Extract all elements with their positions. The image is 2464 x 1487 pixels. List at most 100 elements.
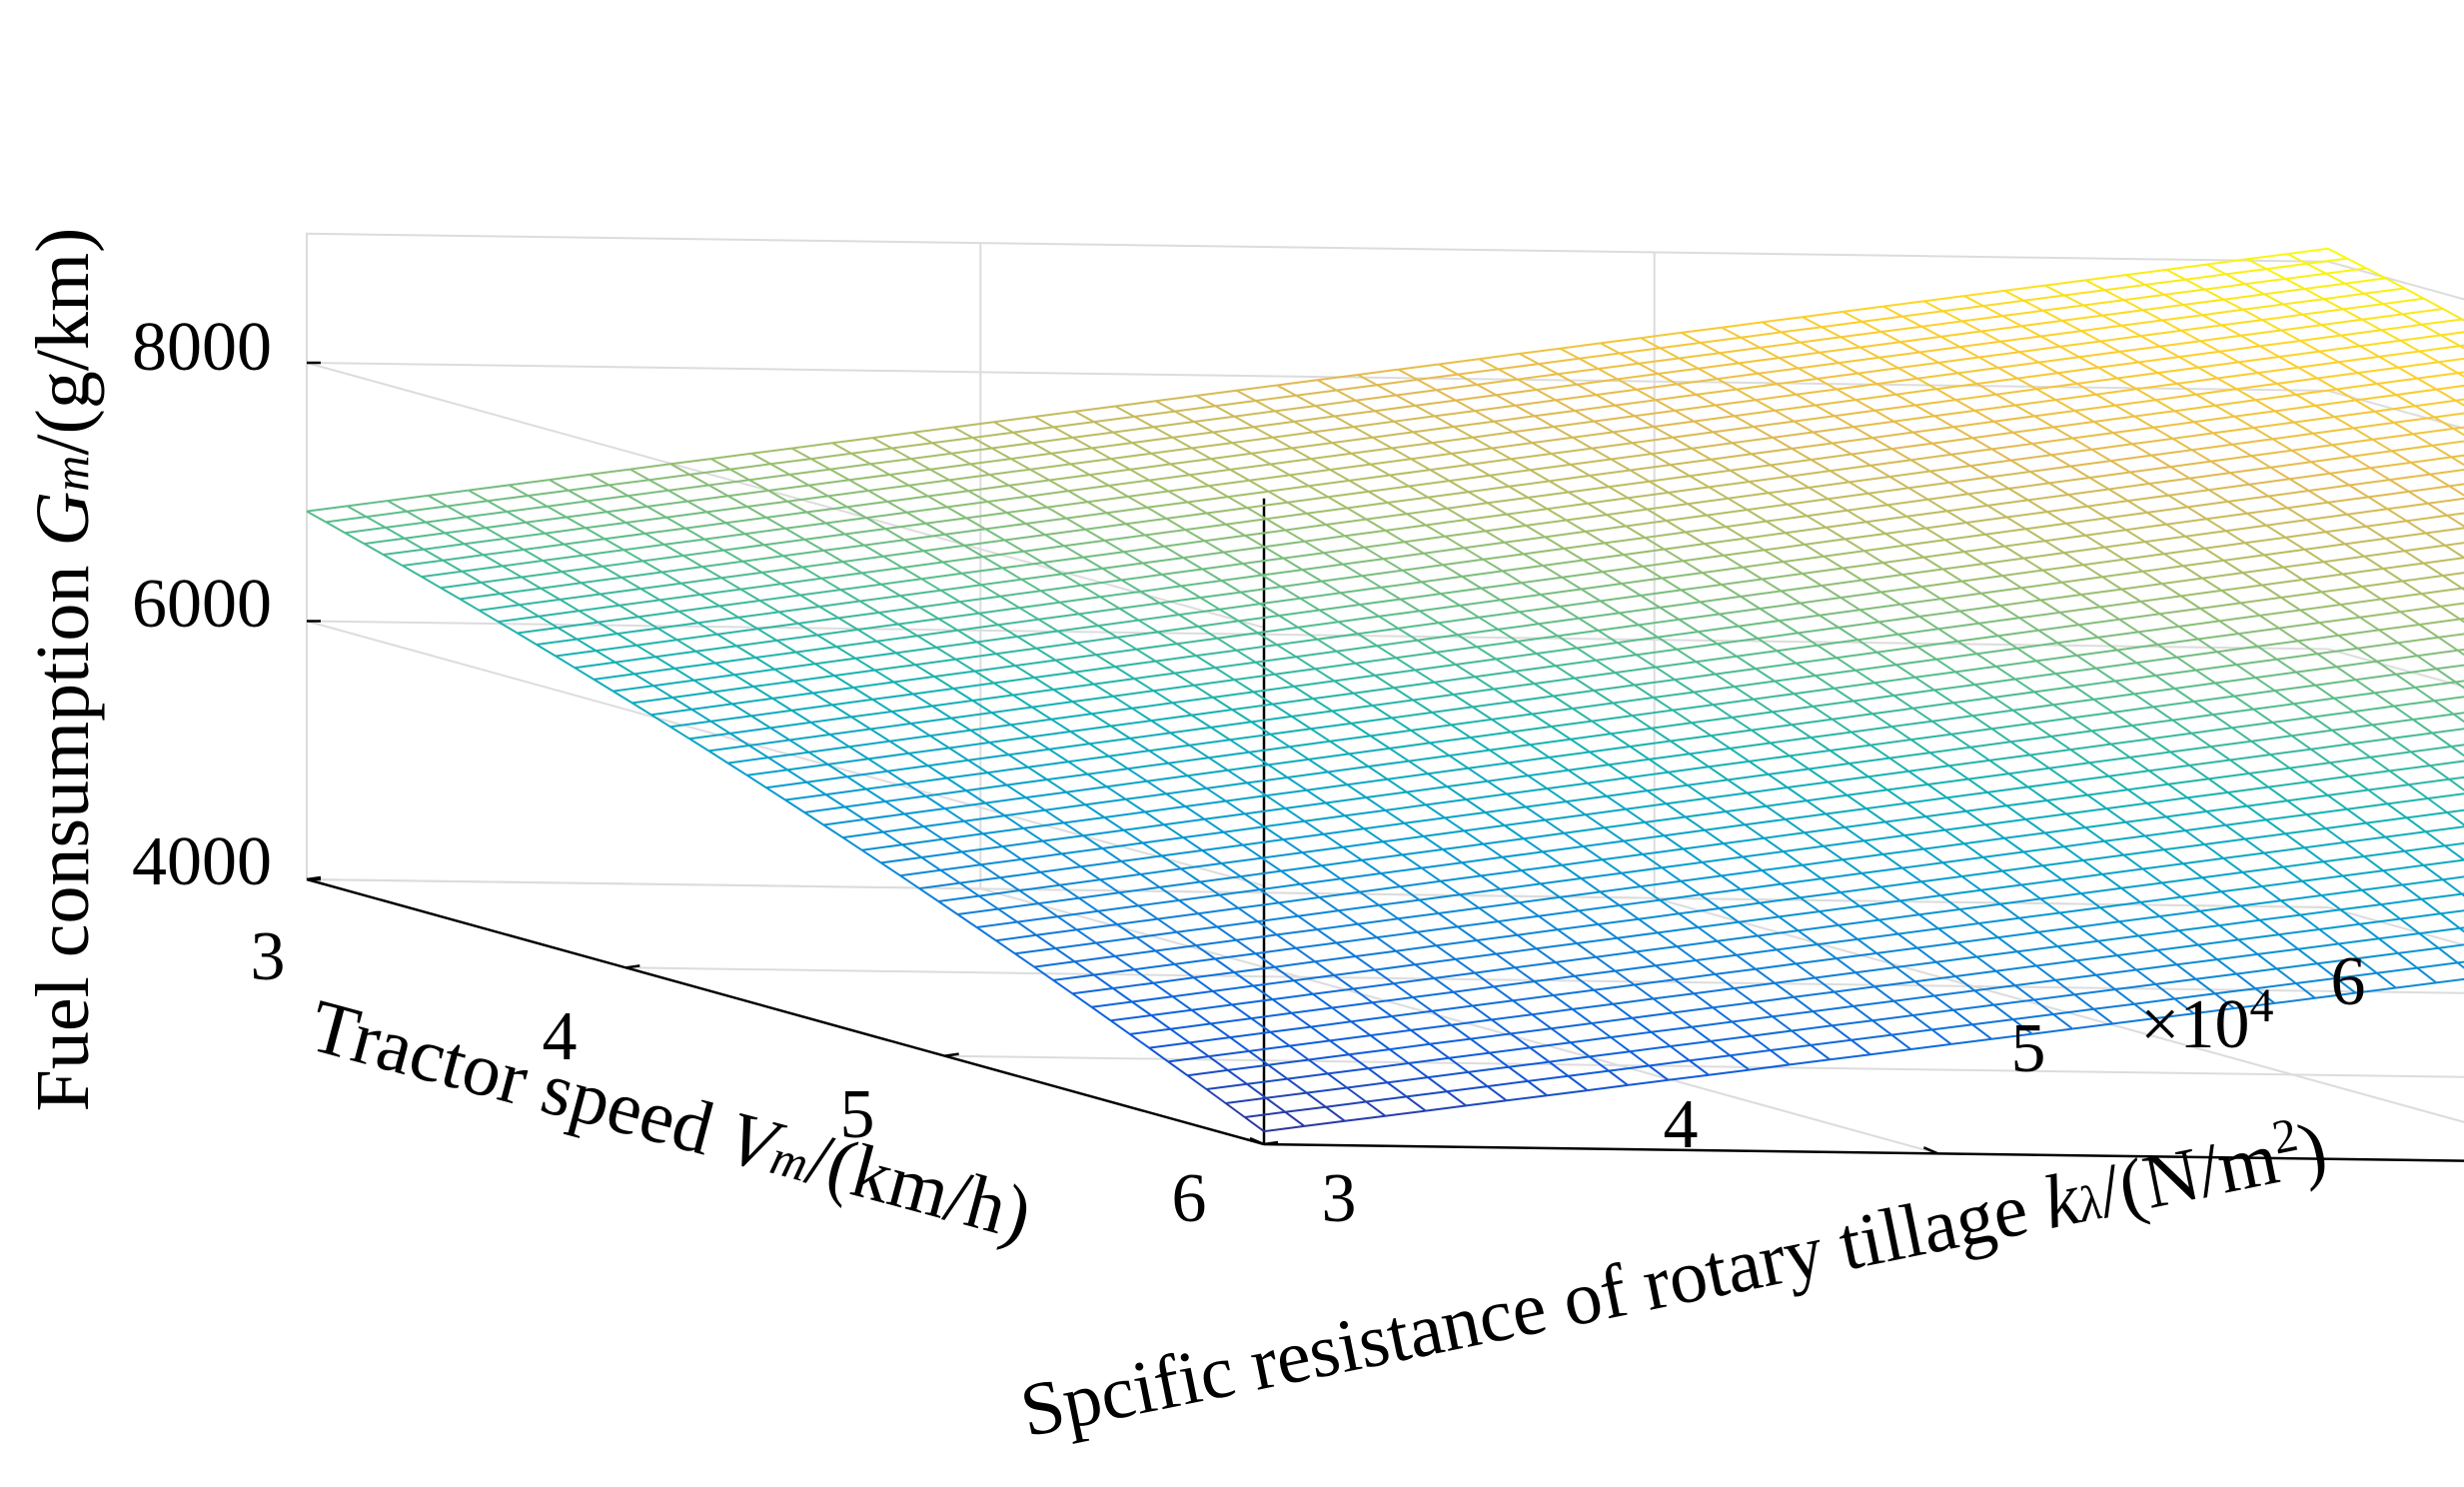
- mesh-line: [1393, 982, 1414, 998]
- mesh-line: [2299, 609, 2320, 624]
- mesh-line: [593, 679, 615, 693]
- mesh-line: [788, 474, 809, 487]
- mesh-line: [1829, 749, 1850, 764]
- mesh-line: [901, 843, 922, 858]
- grid-line: [306, 878, 2329, 908]
- mesh-line: [2182, 304, 2203, 317]
- mesh-line: [1308, 1053, 1350, 1061]
- mesh-line: [1114, 660, 1156, 669]
- mesh-line: [1508, 480, 1550, 488]
- mesh-line: [870, 458, 911, 466]
- mesh-line: [754, 657, 775, 671]
- mesh-line: [1647, 503, 1689, 511]
- mesh-line: [2225, 268, 2267, 276]
- mesh-line: [1884, 820, 1905, 836]
- mesh-line: [2265, 813, 2307, 821]
- mesh-line: [2180, 595, 2201, 610]
- mesh-line: [2435, 388, 2457, 402]
- mesh-line: [1794, 415, 1836, 423]
- mesh-line: [938, 612, 979, 621]
- mesh-line: [770, 458, 811, 466]
- mesh-line: [1389, 1042, 1431, 1051]
- mesh-line: [2270, 461, 2312, 469]
- mesh-line: [1918, 351, 1939, 364]
- mesh-line: [1963, 836, 2005, 845]
- mesh-line: [2289, 478, 2310, 492]
- mesh-line: [746, 506, 767, 519]
- mesh-line: [1084, 528, 1106, 542]
- mesh-line: [733, 674, 754, 688]
- mesh-line: [1515, 961, 1556, 969]
- mesh-line: [1151, 1008, 1192, 1016]
- mesh-line: [2348, 769, 2390, 777]
- mesh-line: [1476, 640, 1518, 649]
- mesh-line: [950, 452, 971, 466]
- mesh-line: [1768, 773, 1789, 788]
- mesh-line: [2212, 708, 2254, 717]
- mesh-line: [1125, 792, 1167, 800]
- mesh-line: [1283, 552, 1324, 560]
- mesh-line: [980, 584, 1001, 598]
- mesh-line: [1431, 712, 1453, 727]
- mesh-line: [1114, 955, 1135, 971]
- mesh-line: [1172, 696, 1214, 705]
- mesh-line: [1342, 558, 1384, 566]
- mesh-line: [1155, 660, 1176, 675]
- mesh-line: [2071, 437, 2093, 451]
- mesh-line: [1472, 701, 1514, 709]
- mesh-line: [504, 538, 525, 551]
- mesh-line: [2282, 865, 2303, 882]
- mesh-line: [878, 606, 920, 614]
- mesh-line: [746, 768, 788, 776]
- mesh-line: [1487, 1085, 1508, 1102]
- mesh-line: [2103, 839, 2124, 856]
- mesh-line: [1093, 415, 1135, 424]
- mesh-line: [1698, 625, 1740, 634]
- mesh-line: [852, 687, 873, 701]
- mesh-line: [1946, 790, 1988, 799]
- mesh-line: [1269, 733, 1291, 748]
- mesh-line: [976, 641, 997, 656]
- mesh-line: [1449, 1051, 1490, 1059]
- mesh-line: [880, 578, 922, 586]
- mesh-line: [2336, 660, 2377, 669]
- mesh-line: [1721, 321, 1763, 329]
- mesh-line: [1546, 787, 1568, 802]
- mesh-line: [2206, 512, 2248, 521]
- mesh-line: [886, 501, 907, 514]
- mesh-line: [1989, 471, 2030, 479]
- mesh-line: [995, 933, 1037, 942]
- mesh-line: [823, 544, 865, 552]
- mesh-line: [1272, 998, 1293, 1014]
- mesh-line: [1860, 579, 1882, 594]
- mesh-line: [1572, 436, 1593, 450]
- mesh-line: [1332, 1001, 1373, 1009]
- mesh-line: [2184, 829, 2205, 845]
- mesh-line: [549, 479, 570, 492]
- mesh-line: [2033, 691, 2054, 707]
- mesh-line: [1758, 367, 1799, 375]
- mesh-line: [1974, 410, 1995, 423]
- mesh-line: [2361, 586, 2382, 601]
- mesh-line: [885, 522, 926, 531]
- mesh-line: [2082, 564, 2103, 579]
- mesh-line: [2050, 730, 2092, 738]
- mesh-line: [1836, 951, 1877, 960]
- mesh-line: [1029, 463, 1071, 471]
- mesh-line: [2088, 761, 2110, 777]
- mesh-line: [1393, 687, 1414, 702]
- mesh-line: [1593, 690, 1614, 705]
- mesh-line: [2242, 308, 2263, 321]
- mesh-line: [1938, 622, 1979, 631]
- mesh-line: [1664, 543, 1706, 551]
- mesh-line: [1848, 476, 1890, 484]
- mesh-line: [1193, 976, 1214, 992]
- mesh-line: [2316, 957, 2358, 965]
- mesh-line: [710, 715, 752, 723]
- mesh-line: [2174, 992, 2216, 1000]
- mesh-line: [1817, 937, 1858, 946]
- mesh-line: [1110, 1019, 1131, 1035]
- mesh-line: [2301, 313, 2323, 326]
- mesh-line: [763, 544, 784, 558]
- mesh-line: [1110, 458, 1131, 471]
